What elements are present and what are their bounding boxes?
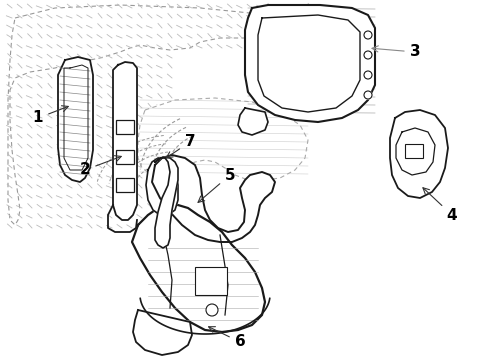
Text: 2: 2 — [80, 156, 121, 177]
Polygon shape — [152, 155, 275, 242]
Bar — [116, 150, 134, 164]
Bar — [195, 267, 227, 295]
Polygon shape — [390, 110, 448, 198]
Text: 1: 1 — [33, 106, 68, 126]
Polygon shape — [155, 157, 178, 248]
Circle shape — [364, 51, 372, 59]
Circle shape — [206, 304, 218, 316]
Polygon shape — [238, 108, 268, 135]
Polygon shape — [133, 310, 192, 355]
Circle shape — [364, 31, 372, 39]
Polygon shape — [58, 57, 93, 182]
Text: 4: 4 — [423, 188, 457, 222]
Text: 6: 6 — [209, 327, 245, 350]
Polygon shape — [138, 98, 308, 180]
Text: 3: 3 — [372, 45, 420, 59]
Polygon shape — [245, 5, 375, 122]
Circle shape — [364, 91, 372, 99]
Polygon shape — [8, 5, 330, 225]
Polygon shape — [132, 205, 265, 332]
Bar — [116, 120, 134, 134]
Polygon shape — [146, 158, 178, 215]
Text: 7: 7 — [166, 135, 196, 158]
Polygon shape — [113, 62, 137, 220]
Text: 5: 5 — [198, 167, 235, 202]
Circle shape — [364, 71, 372, 79]
Bar — [405, 144, 423, 158]
Bar — [116, 178, 134, 192]
